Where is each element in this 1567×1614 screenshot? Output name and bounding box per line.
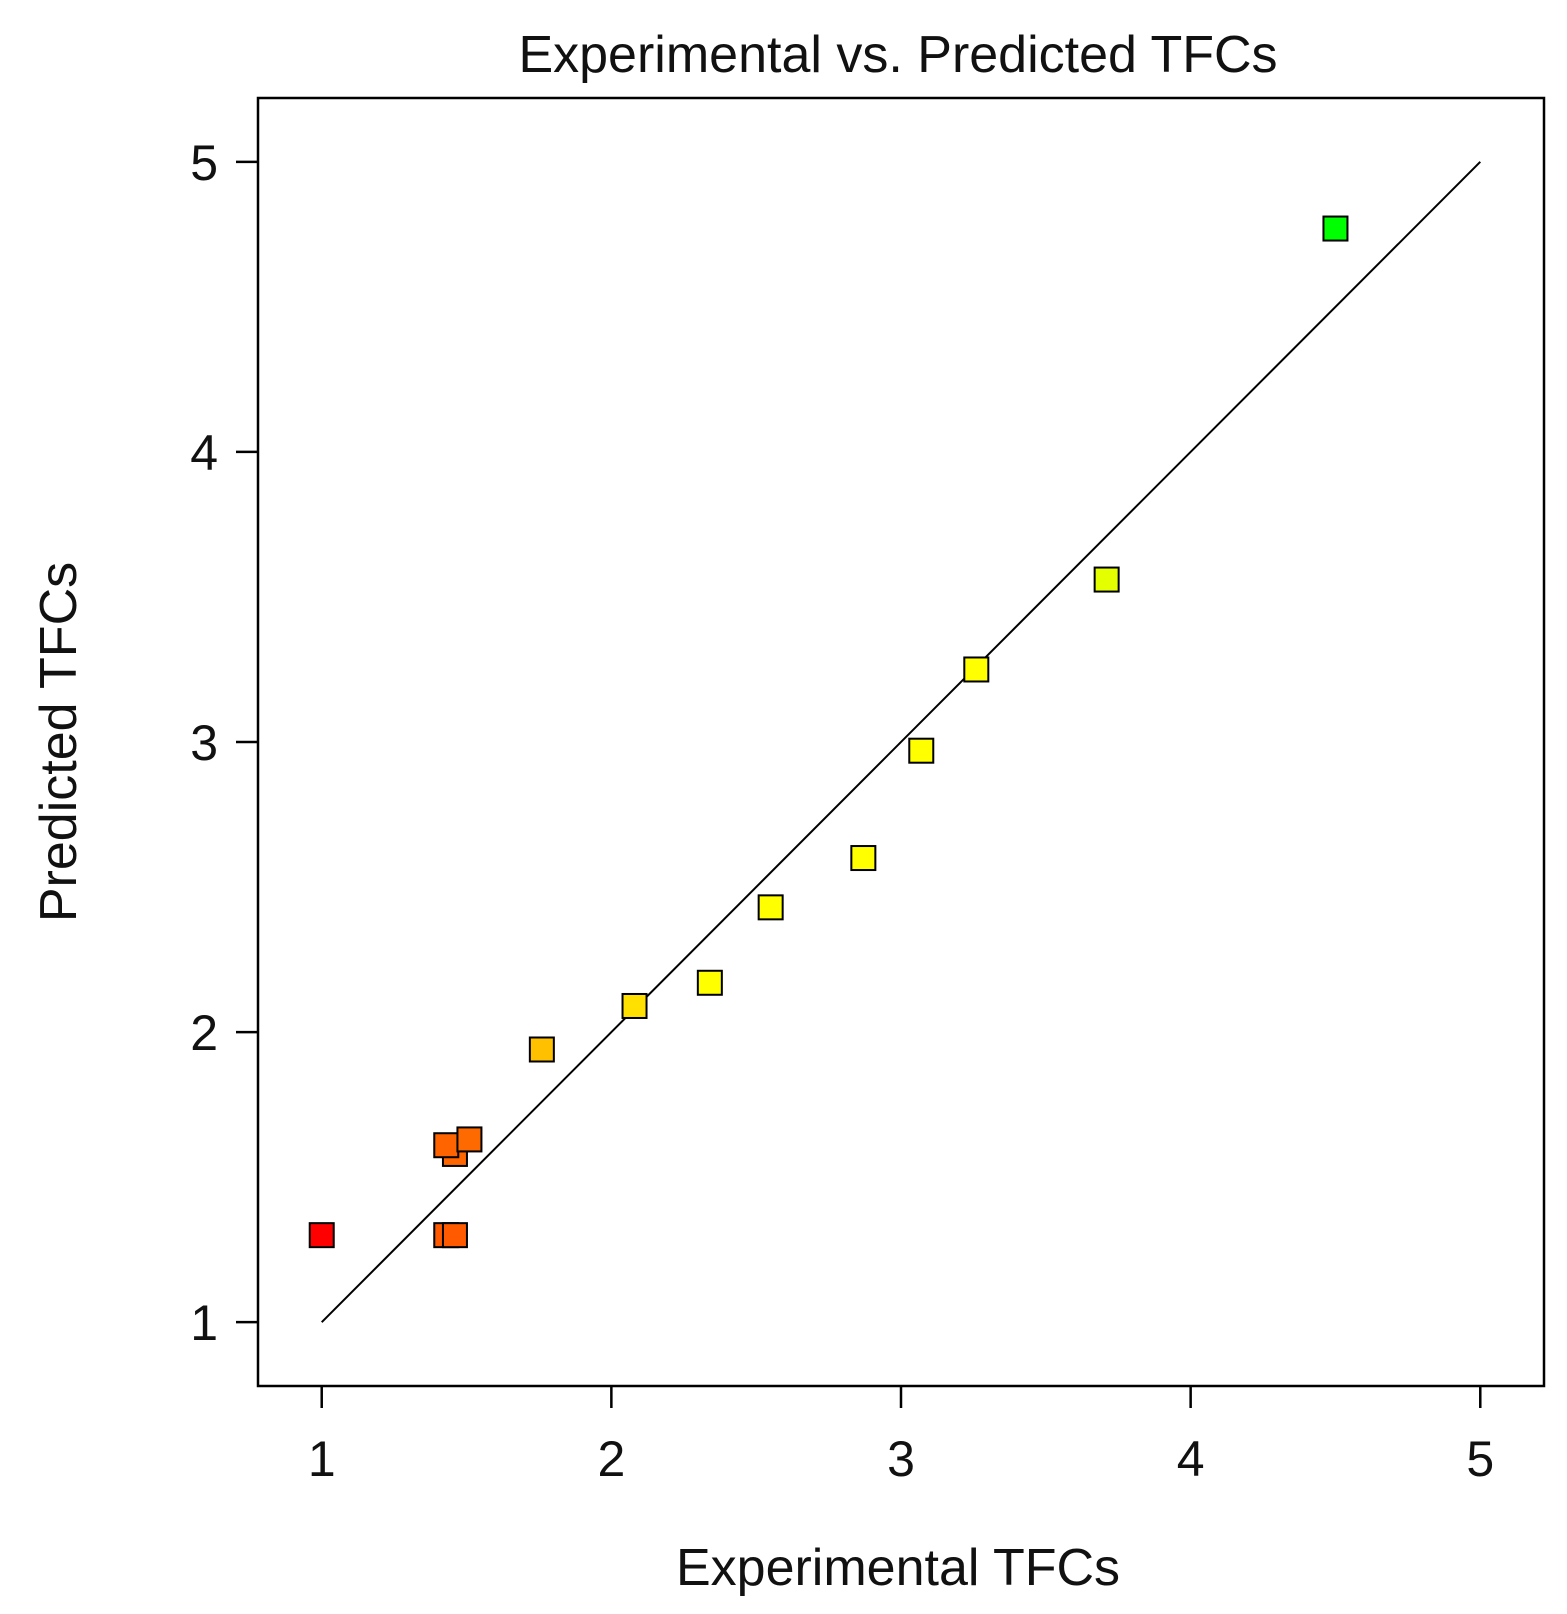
data-point — [456, 1126, 483, 1153]
data-point — [308, 1222, 335, 1249]
data-point — [1093, 566, 1120, 593]
y-tick-label: 2 — [190, 1005, 218, 1061]
reference-line-layer — [321, 161, 1481, 1323]
y-tick-label: 3 — [190, 715, 218, 771]
data-point — [1322, 215, 1349, 242]
y-axis: 1 2 3 4 5 — [190, 135, 258, 1351]
data-point — [850, 845, 877, 872]
y-tick-label: 4 — [190, 425, 218, 481]
x-tick-label: 2 — [597, 1431, 625, 1487]
data-point — [908, 737, 935, 764]
x-axis: 1 2 3 4 5 — [308, 1386, 1494, 1487]
reference-line — [321, 161, 1481, 1323]
data-point — [963, 656, 990, 683]
x-tick-label: 3 — [887, 1431, 915, 1487]
data-point — [441, 1222, 468, 1249]
chart-title: Experimental vs. Predicted TFCs — [518, 26, 1277, 84]
data-point — [433, 1132, 460, 1159]
data-point — [757, 894, 784, 921]
x-tick-label: 5 — [1466, 1431, 1494, 1487]
y-axis-label: Predicted TFCs — [30, 562, 88, 922]
x-axis-label: Experimental TFCs — [676, 1539, 1120, 1597]
data-point — [696, 969, 723, 996]
y-tick-label: 1 — [190, 1295, 218, 1351]
data-points — [308, 215, 1349, 1249]
x-tick-label: 1 — [308, 1431, 336, 1487]
data-point — [621, 992, 648, 1019]
data-point — [528, 1036, 555, 1063]
y-tick-label: 5 — [190, 135, 218, 191]
x-tick-label: 4 — [1177, 1431, 1205, 1487]
